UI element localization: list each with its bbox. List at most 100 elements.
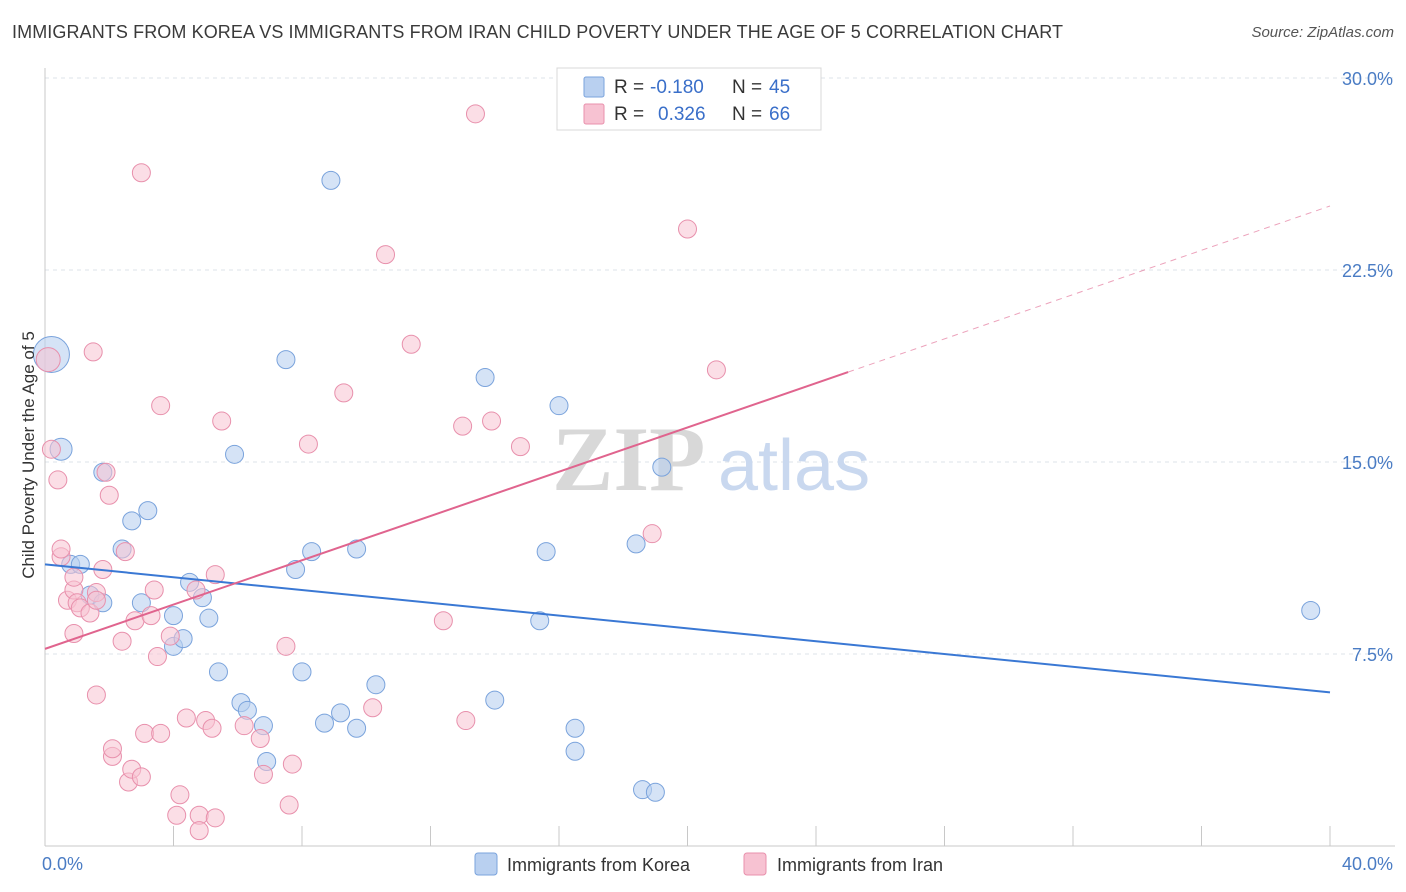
korea-point bbox=[276, 350, 296, 370]
iran-point bbox=[170, 785, 190, 805]
korea-point bbox=[347, 718, 367, 738]
legend-iran-r-value: 0.326 bbox=[658, 104, 706, 125]
source-credit: Source: ZipAtlas.com bbox=[1251, 24, 1394, 41]
korea-point bbox=[321, 170, 341, 190]
iran-point bbox=[189, 821, 209, 841]
iran-point bbox=[212, 411, 232, 431]
korea-point bbox=[331, 703, 351, 723]
x-tick-label: 0.0% bbox=[42, 854, 83, 874]
iran-point bbox=[363, 698, 383, 718]
watermark: ZIP atlas bbox=[552, 408, 870, 510]
iran-point bbox=[167, 805, 187, 825]
korea-point bbox=[237, 700, 257, 720]
chart-title: IMMIGRANTS FROM KOREA VS IMMIGRANTS FROM… bbox=[12, 22, 1064, 42]
korea-point bbox=[485, 690, 505, 710]
iran-trend-extension bbox=[847, 205, 1331, 373]
iran-point bbox=[51, 539, 71, 559]
korea-point bbox=[565, 741, 585, 761]
y-tick-label: 7.5% bbox=[1352, 645, 1393, 665]
korea-trend-line bbox=[44, 563, 1331, 694]
trend-lines bbox=[44, 205, 1331, 694]
korea-point bbox=[122, 511, 142, 531]
iran-point bbox=[279, 795, 299, 815]
legend-korea-n-value: 45 bbox=[769, 77, 790, 98]
tick-labels: 7.5% 15.0% 22.5% 30.0% 0.0% 40.0% bbox=[42, 69, 1393, 874]
iran-point bbox=[276, 636, 296, 656]
iran-point bbox=[102, 739, 122, 759]
iran-point bbox=[253, 764, 273, 784]
korea-point bbox=[138, 501, 158, 521]
bottom-legend-iran-label: Immigrants from Iran bbox=[777, 855, 943, 875]
iran-point bbox=[433, 611, 453, 631]
korea-point bbox=[131, 593, 151, 613]
iran-point bbox=[456, 711, 476, 731]
iran-point bbox=[86, 590, 106, 610]
iran-point bbox=[83, 342, 103, 362]
bottom-legend: Immigrants from Korea Immigrants from Ir… bbox=[474, 852, 943, 876]
korea-point bbox=[208, 662, 228, 682]
korea-point bbox=[652, 457, 672, 477]
iran-points bbox=[35, 104, 726, 841]
legend-iran-n-value: 66 bbox=[769, 104, 790, 125]
iran-point bbox=[147, 647, 167, 667]
legend-korea-swatch bbox=[583, 76, 605, 98]
y-tick-label: 30.0% bbox=[1342, 69, 1393, 89]
iran-point bbox=[465, 104, 485, 124]
iran-point bbox=[86, 685, 106, 705]
korea-point bbox=[199, 608, 219, 628]
iran-point bbox=[678, 219, 697, 239]
y-tick-label: 15.0% bbox=[1342, 453, 1393, 473]
korea-point bbox=[292, 662, 312, 682]
korea-point bbox=[536, 542, 556, 562]
korea-point bbox=[1301, 600, 1321, 620]
iran-point bbox=[160, 626, 180, 646]
iran-point bbox=[151, 396, 171, 416]
korea-point bbox=[314, 713, 334, 733]
iran-point bbox=[131, 163, 151, 183]
korea-point bbox=[347, 539, 367, 559]
korea-point bbox=[565, 718, 585, 738]
korea-point bbox=[530, 611, 550, 631]
iran-point bbox=[205, 808, 225, 828]
iran-point bbox=[135, 723, 155, 743]
iran-point bbox=[334, 383, 354, 403]
iran-point bbox=[282, 754, 302, 774]
iran-point bbox=[202, 718, 222, 738]
iran-point bbox=[115, 542, 135, 562]
korea-point bbox=[626, 534, 646, 554]
legend-korea-n-label: N = bbox=[732, 77, 762, 98]
iran-point bbox=[131, 767, 151, 787]
legend-iran-r-label: R = bbox=[614, 104, 644, 125]
iran-point bbox=[250, 728, 270, 748]
iran-point bbox=[64, 567, 84, 587]
korea-point bbox=[549, 396, 569, 416]
legend-korea-r-label: R = bbox=[614, 77, 644, 98]
iran-trend-line bbox=[44, 371, 849, 650]
iran-point bbox=[482, 411, 502, 431]
iran-point bbox=[144, 580, 164, 600]
iran-point bbox=[401, 334, 421, 354]
iran-point bbox=[151, 723, 171, 743]
iran-point bbox=[642, 524, 662, 544]
korea-points bbox=[32, 170, 1321, 802]
iran-point bbox=[48, 470, 68, 490]
watermark-atlas: atlas bbox=[718, 426, 870, 506]
legend-box: R = -0.180 N = 45 R = 0.326 N = 66 bbox=[556, 67, 822, 131]
iran-point bbox=[41, 439, 61, 459]
iran-point bbox=[453, 416, 473, 436]
legend-korea-r-value: -0.180 bbox=[650, 77, 704, 98]
bottom-legend-iran-swatch bbox=[743, 852, 767, 876]
iran-point bbox=[205, 565, 225, 585]
x-tick-label: 40.0% bbox=[1342, 854, 1393, 874]
iran-point bbox=[510, 437, 530, 457]
y-tick-label: 22.5% bbox=[1342, 261, 1393, 281]
iran-point bbox=[176, 708, 196, 728]
iran-point bbox=[706, 360, 726, 380]
iran-point bbox=[376, 245, 396, 265]
y-axis-title: Child Poverty Under the Age of 5 bbox=[19, 331, 38, 579]
legend-iran-swatch bbox=[583, 103, 605, 125]
iran-point bbox=[35, 347, 61, 373]
bottom-legend-korea-label: Immigrants from Korea bbox=[507, 855, 691, 875]
korea-point bbox=[225, 444, 245, 464]
